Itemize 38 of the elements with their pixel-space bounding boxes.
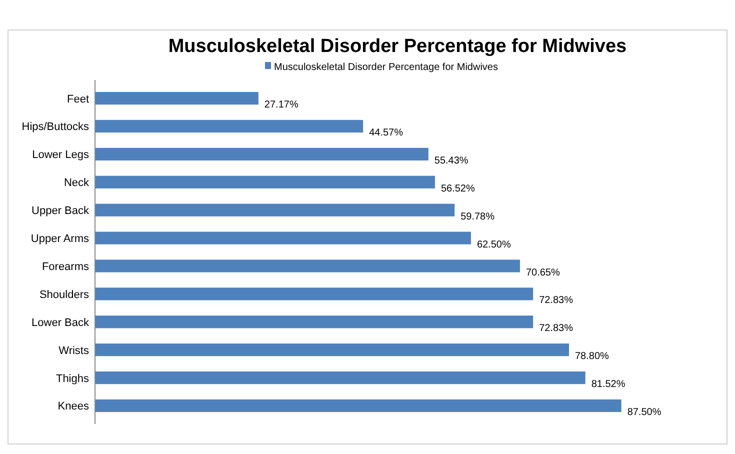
data-label: 62.50% (476, 239, 511, 250)
bar (95, 316, 534, 328)
bar (95, 148, 428, 160)
data-label: 72.83% (539, 295, 574, 306)
bar (95, 344, 569, 356)
legend-label: Musculoskeletal Disorder Percentage for Midwives (274, 62, 498, 73)
y-tick-label: Lower Back (32, 316, 90, 329)
data-label: 81.52% (591, 379, 626, 390)
bar (95, 371, 586, 384)
bar (95, 204, 455, 216)
bar (95, 120, 364, 133)
y-tick-label: Upper Back (32, 205, 90, 218)
y-tick-label: Neck (64, 177, 90, 190)
bar (95, 92, 258, 105)
y-tick-label: Thighs (56, 372, 90, 385)
y-tick-label: Hips/Buttocks (22, 121, 90, 134)
bar (95, 260, 520, 272)
y-tick-label: Forearms (42, 260, 90, 273)
data-label: 59.78% (460, 211, 495, 222)
chart-title: Musculoskeletal Disorder Percentage for Midwives (168, 36, 627, 57)
data-label: 55.43% (434, 155, 468, 166)
data-label: 87.50% (627, 407, 662, 418)
y-tick-label: Shoulders (39, 288, 90, 301)
data-label: 78.80% (574, 351, 610, 362)
y-tick-label: Lower Legs (32, 149, 90, 162)
data-label: 72.83% (539, 323, 574, 334)
data-label: 44.57% (369, 128, 404, 139)
bar (95, 288, 534, 300)
y-tick-label: Upper Arms (30, 233, 90, 246)
data-label: 27.17% (264, 100, 298, 111)
y-tick-label: Knees (58, 400, 90, 413)
bar (95, 399, 622, 412)
data-label: 70.65% (526, 267, 560, 278)
bar (95, 176, 435, 188)
data-label: 56.52% (440, 183, 475, 194)
y-tick-label: Feet (66, 93, 89, 106)
bar (95, 232, 471, 244)
y-tick-label: Wrists (58, 344, 90, 357)
